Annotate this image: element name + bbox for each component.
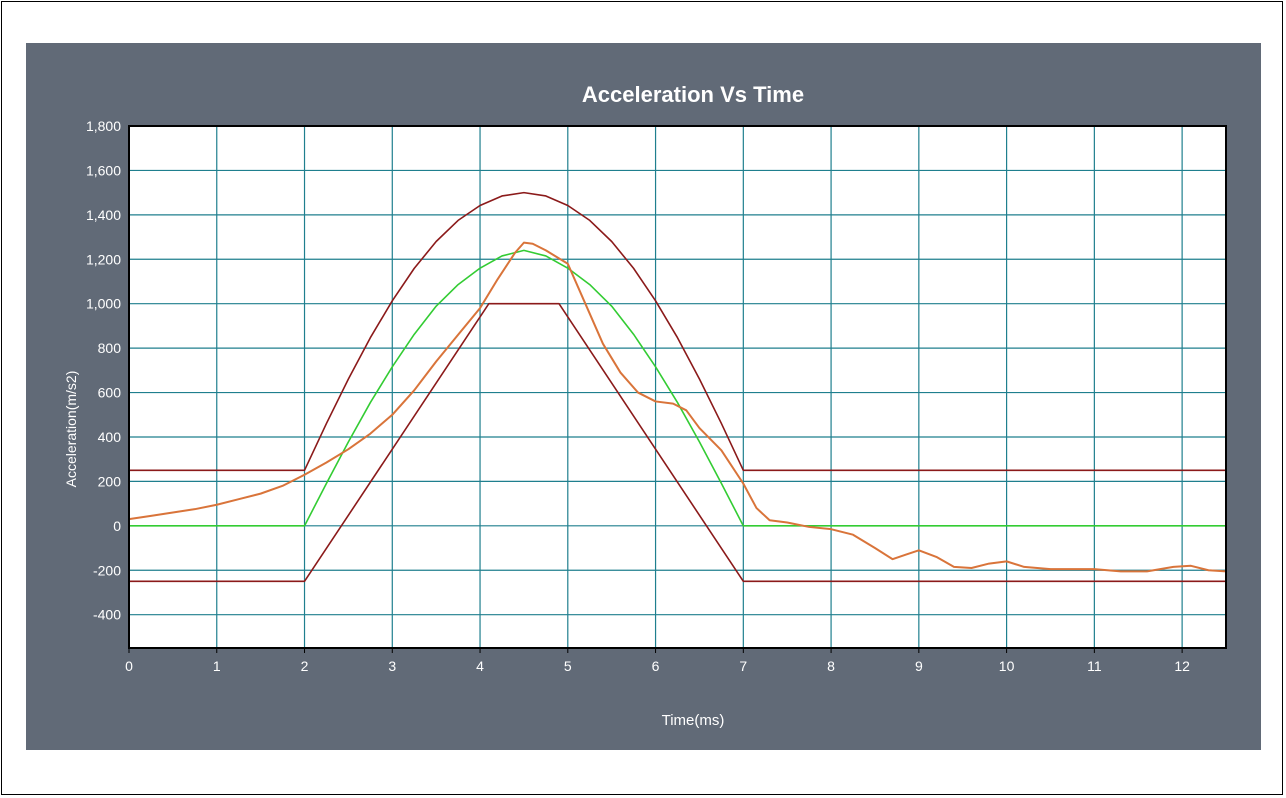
y-tick-label: 1,400 xyxy=(86,207,121,223)
x-tick-label: 11 xyxy=(1087,658,1102,674)
y-tick-label: -400 xyxy=(93,607,121,623)
y-tick-label: 800 xyxy=(98,340,122,356)
x-tick-label: 6 xyxy=(652,658,660,674)
acceleration-chart: 0 1 2 3 4 5 6 7 8 9 10 11 12 -400-20002004006008001,… xyxy=(63,82,1227,729)
upper-corridor-line xyxy=(128,191,1227,472)
x-tick-label: 2 xyxy=(301,658,309,674)
y-tick-label: 1,800 xyxy=(86,118,121,134)
x-tick-label: 5 xyxy=(564,658,572,674)
plot-border xyxy=(128,125,1227,649)
x-tick-label: 1 xyxy=(213,658,221,674)
chart-panel: 0 1 2 3 4 5 6 7 8 9 10 11 12 -400 -200 0 200 400 600 800 1,… xyxy=(26,43,1261,750)
x-tick-label: 7 xyxy=(739,658,747,674)
y-tick-label: 1,000 xyxy=(86,296,121,312)
lower-corridor-line xyxy=(128,302,1227,583)
y-tick-label: 1,200 xyxy=(86,251,121,267)
y-tick-label: 400 xyxy=(98,429,122,445)
x-tick-label: 4 xyxy=(476,658,484,674)
y-tick-label: 1,600 xyxy=(86,162,121,178)
x-tick-labels: 0 1 2 3 4 5 6 7 8 9 10 11 12 xyxy=(125,648,1190,674)
x-tick-label: 8 xyxy=(827,658,835,674)
chart-title: Acceleration Vs Time xyxy=(582,82,804,107)
x-tick-label: 10 xyxy=(999,658,1015,674)
x-axis-label: Time(ms) xyxy=(662,712,725,729)
x-tick-label: 9 xyxy=(915,658,923,674)
y-axis-label: Acceleration(m/s2) xyxy=(63,371,79,488)
y-tick-labels: -400 -200 0 200 400 600 800 1,000 1,200 1,400 1,60… xyxy=(86,118,121,623)
x-tick-label: 12 xyxy=(1174,658,1190,674)
series-group xyxy=(128,191,1227,583)
y-tick-label: -200 xyxy=(93,562,121,578)
measured-acceleration-line xyxy=(128,241,1227,573)
y-tick-label: 600 xyxy=(98,385,122,401)
x-tick-label: 0 xyxy=(125,658,133,674)
reference-pulse-line xyxy=(128,249,1227,527)
x-tick-label: 3 xyxy=(388,658,396,674)
y-tick-label: 0 xyxy=(113,518,121,534)
y-tick-label: 200 xyxy=(98,473,122,489)
plot-area xyxy=(129,126,1226,648)
